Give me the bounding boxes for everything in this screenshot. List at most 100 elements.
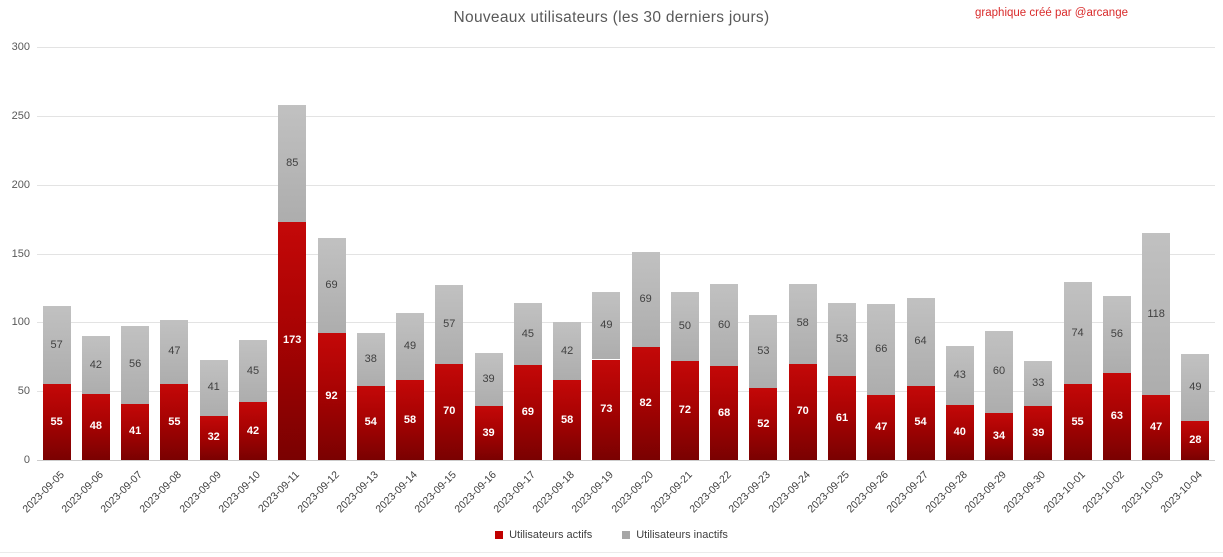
bar-value-label-active: 72	[678, 403, 692, 416]
bar-segment-inactive: 64	[906, 297, 935, 386]
bar-value-label-active: 68	[718, 406, 731, 419]
gridline-y150	[37, 253, 1215, 255]
bar-segment-inactive: 42	[553, 322, 582, 381]
bar-segment-active: 63	[1102, 373, 1131, 460]
bar-value-label-active: 70	[796, 405, 809, 418]
bar-segment-active: 58	[553, 380, 582, 460]
bar-segment-active: 68	[710, 366, 739, 460]
legend: Utilisateurs actifs Utilisateurs inactif…	[0, 529, 1223, 541]
y-axis-tick-label: 150	[11, 247, 30, 260]
bar-value-label-active: 173	[283, 334, 302, 347]
bar-value-label-inactive: 42	[89, 358, 103, 371]
bar-segment-inactive: 49	[396, 312, 425, 381]
gridline-y50	[37, 391, 1215, 393]
bar-segment-inactive: 69	[631, 252, 660, 348]
bar-segment-inactive: 85	[278, 104, 307, 222]
bar-value-label-active: 40	[953, 425, 966, 438]
bar-value-label-inactive: 56	[1110, 328, 1123, 341]
bar-segment-inactive: 45	[513, 303, 542, 365]
bar-value-label-active: 54	[914, 416, 927, 429]
bar-value-label-active: 42	[246, 424, 260, 437]
bar-value-label-inactive: 33	[1032, 377, 1045, 390]
bar-value-label-inactive: 74	[1071, 326, 1084, 339]
bar-value-label-inactive: 47	[168, 345, 181, 358]
bar-segment-active: 61	[827, 376, 856, 460]
bar-segment-active: 42	[238, 402, 267, 460]
bar-value-label-inactive: 50	[678, 319, 692, 332]
bar-segment-active: 173	[278, 221, 307, 460]
bar-segment-inactive: 53	[749, 315, 778, 389]
bar-value-label-active: 28	[1189, 434, 1202, 447]
bar-value-label-active: 82	[639, 397, 652, 410]
bar-segment-inactive: 49	[592, 292, 621, 360]
bar-segment-active: 39	[474, 406, 503, 460]
bar-value-label-active: 70	[443, 405, 456, 418]
bar-segment-active: 82	[631, 347, 660, 460]
y-axis-tick-label: 200	[11, 178, 30, 191]
bottom-divider	[0, 552, 1223, 553]
bar-value-label-active: 61	[835, 411, 849, 424]
bar-segment-inactive: 39	[474, 352, 503, 407]
bar-segment-inactive: 45	[238, 340, 267, 403]
legend-swatch-actifs-icon	[495, 531, 504, 539]
bar-segment-active: 40	[945, 404, 974, 460]
gridline-y200	[37, 184, 1215, 186]
bar-value-label-active: 73	[600, 403, 613, 416]
bar-segment-inactive: 57	[42, 305, 71, 385]
bar-value-label-active: 47	[1149, 421, 1163, 434]
bar-segment-active: 34	[985, 413, 1014, 460]
bar-value-label-inactive: 45	[246, 364, 260, 377]
bar-segment-active: 41	[121, 403, 150, 460]
bar-value-label-active: 55	[50, 415, 63, 428]
bar-value-label-inactive: 60	[718, 318, 731, 331]
bar-segment-inactive: 74	[1063, 282, 1092, 385]
bar-segment-inactive: 69	[317, 238, 346, 334]
bar-segment-inactive: 56	[1102, 296, 1131, 374]
chart-title: Nouveaux utilisateurs (les 30 derniers j…	[453, 9, 770, 26]
legend-item-inactifs: Utilisateurs inactifs	[622, 529, 728, 541]
bar-value-label-active: 69	[521, 405, 534, 418]
bar-segment-inactive: 60	[710, 283, 739, 367]
bar-value-label-active: 63	[1110, 410, 1123, 423]
bar-value-label-inactive: 57	[443, 317, 456, 330]
gridline-y300	[37, 47, 1215, 48]
bar-segment-active: 55	[1063, 384, 1092, 460]
bar-value-label-inactive: 53	[757, 345, 770, 358]
bar-segment-active: 48	[81, 393, 110, 460]
bar-value-label-inactive: 38	[364, 353, 377, 365]
gridline-y250	[37, 115, 1215, 117]
gridline-y0	[37, 460, 1215, 461]
bar-segment-active: 58	[396, 380, 425, 460]
bar-segment-inactive: 42	[81, 336, 110, 394]
y-axis-tick-label: 50	[17, 385, 30, 398]
legend-label-actifs: Utilisateurs actifs	[509, 529, 593, 541]
y-axis-tick-label: 100	[11, 316, 30, 329]
bar-value-label-active: 32	[207, 431, 220, 444]
bar-segment-inactive: 47	[160, 319, 189, 385]
bar-value-label-inactive: 58	[796, 317, 809, 330]
bar-value-label-active: 41	[129, 425, 142, 438]
bar-value-label-inactive: 66	[875, 343, 888, 356]
bar-segment-active: 72	[670, 360, 699, 460]
bar-segment-inactive: 60	[985, 330, 1014, 414]
bar-value-label-active: 54	[364, 416, 377, 429]
bar-value-label-inactive: 56	[129, 358, 142, 371]
bar-segment-active: 92	[317, 333, 346, 460]
bar-value-label-inactive: 49	[600, 319, 613, 332]
bar-segment-inactive: 58	[788, 283, 817, 364]
bar-segment-inactive: 33	[1024, 360, 1053, 407]
legend-swatch-inactifs-icon	[622, 531, 631, 539]
bar-value-label-inactive: 85	[286, 156, 299, 169]
bar-segment-inactive: 50	[670, 292, 699, 361]
bar-value-label-active: 47	[875, 421, 888, 434]
bar-value-label-inactive: 41	[207, 381, 220, 394]
bar-segment-active: 54	[906, 385, 935, 460]
bar-segment-active: 55	[42, 384, 71, 460]
bar-value-label-active: 55	[1071, 415, 1084, 428]
bar-segment-active: 70	[788, 363, 817, 460]
bar-value-label-inactive: 43	[953, 368, 966, 381]
bar-segment-inactive: 66	[867, 304, 896, 396]
bar-segment-inactive: 38	[356, 333, 385, 386]
bar-segment-active: 55	[160, 384, 189, 460]
